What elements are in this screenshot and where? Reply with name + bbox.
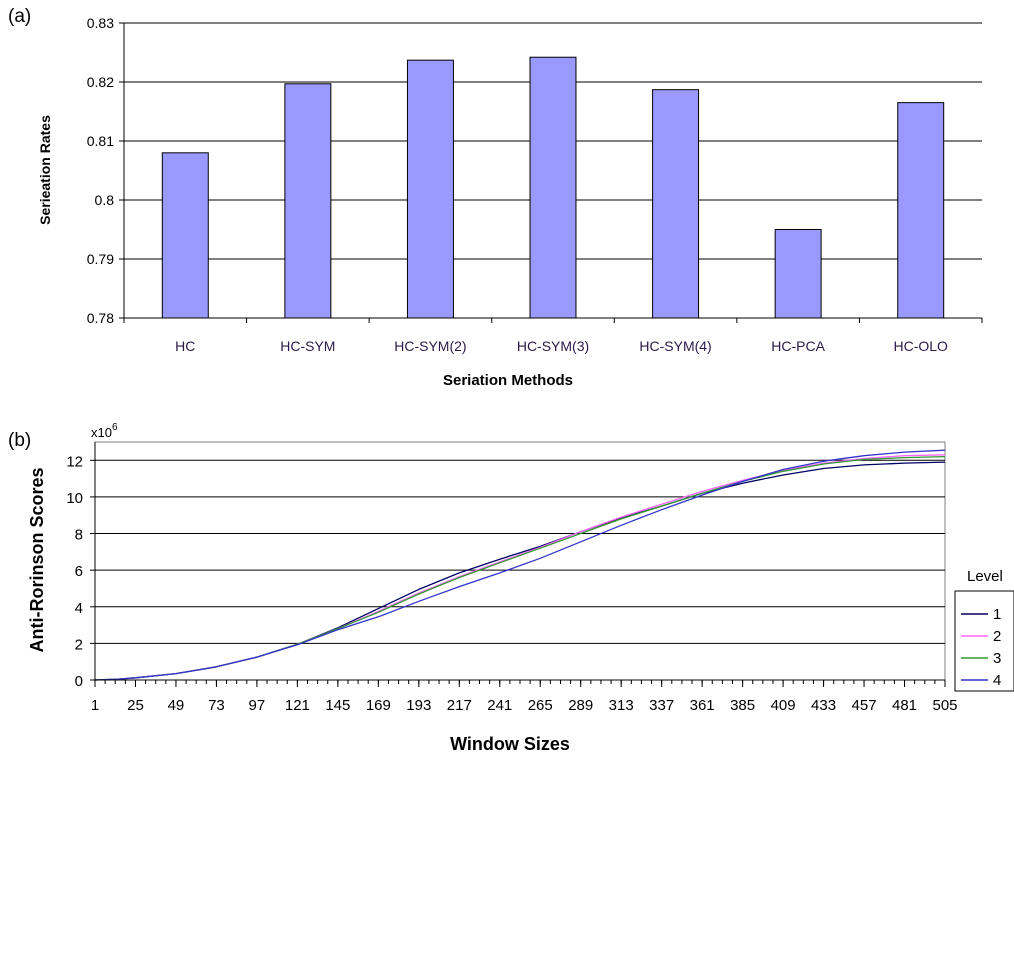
line-x-tick-label: 97 [249, 697, 266, 714]
line-x-tick-label: 25 [127, 697, 144, 714]
line-x-tick-label: 265 [528, 697, 553, 714]
legend: Level 1 2 3 4 [955, 568, 1014, 691]
bar [775, 230, 821, 319]
bar [898, 103, 944, 318]
line-y-axis-title: Anti-Rorinson Scores [27, 467, 47, 652]
line-x-tick-label: 145 [325, 697, 350, 714]
bar-y-tick-label: 0.79 [87, 251, 114, 267]
bar-chart-panel: (a) 0.78 0.79 0.8 0.81 0.82 0.83 HC HC-SYM HC-S… [8, 6, 982, 389]
line-x-tick-label: 241 [487, 697, 512, 714]
bar-category-label: HC-SYM [280, 338, 335, 354]
line-x-minor-ticks [95, 680, 945, 684]
line-x-tick-label: 433 [811, 697, 836, 714]
legend-box [955, 591, 1014, 691]
bar [285, 84, 331, 318]
scale-multiplier-exponent: 6 [112, 422, 118, 433]
bar [407, 60, 453, 318]
bar-category-label: HC-SYM(3) [517, 338, 589, 354]
scale-multiplier-base: x10 [91, 425, 112, 440]
line-x-tick-label: 505 [932, 697, 957, 714]
bar-category-label: HC [175, 338, 195, 354]
line-y-tick-labels: 0 2 4 6 8 10 12 [66, 453, 83, 690]
line-x-tick-label: 73 [208, 697, 225, 714]
bar-category-label: HC-SYM(4) [639, 338, 711, 354]
line-y-tick-label: 10 [66, 490, 83, 507]
line-x-tick-label: 289 [568, 697, 593, 714]
line-x-tick-label: 409 [771, 697, 796, 714]
bar-y-tick-label: 0.81 [87, 133, 114, 149]
bar-y-tick-label: 0.8 [95, 192, 115, 208]
bar [530, 57, 576, 318]
bar-y-tick-label: 0.78 [87, 310, 114, 326]
legend-label-1: 1 [993, 606, 1001, 623]
bar [162, 153, 208, 318]
bar-y-tick-labels: 0.78 0.79 0.8 0.81 0.82 0.83 [87, 15, 114, 326]
line-x-tick-label: 481 [892, 697, 917, 714]
line-x-tick-labels: 1 25 49 73 97 121 145 169 193 217 241 265 289 313 337 3… [91, 680, 958, 714]
line-x-tick-label: 217 [447, 697, 472, 714]
line-x-tick-label: 337 [649, 697, 674, 714]
bar-x-tick-labels: HC HC-SYM HC-SYM(2) HC-SYM(3) HC-SYM(4) HC-PC… [124, 318, 982, 354]
bar-x-axis-title: Seriation Methods [443, 372, 573, 389]
panel-a-label: (a) [8, 6, 31, 27]
panel-b-label: (b) [8, 430, 31, 451]
line-x-axis-title: Window Sizes [450, 734, 570, 754]
line-y-tick-label: 6 [75, 563, 83, 580]
line-x-tick-label: 385 [730, 697, 755, 714]
line-x-tick-label: 49 [168, 697, 185, 714]
line-y-tick-label: 2 [75, 636, 83, 653]
bar-category-label: HC-OLO [893, 338, 948, 354]
bar-y-tick-label: 0.82 [87, 74, 114, 90]
line-x-tick-label: 313 [609, 697, 634, 714]
line-y-tick-label: 4 [75, 600, 83, 617]
bar-y-axis-title: Serieation Rates [37, 115, 53, 225]
line-y-tick-label: 0 [75, 673, 83, 690]
line-x-tick-label: 361 [690, 697, 715, 714]
line-x-tick-label: 169 [366, 697, 391, 714]
line-x-tick-label: 1 [91, 697, 99, 714]
legend-label-2: 2 [993, 628, 1001, 645]
legend-label-4: 4 [993, 672, 1001, 689]
bar [653, 90, 699, 318]
bar-category-label: HC-SYM(2) [394, 338, 466, 354]
bar-y-tick-label: 0.83 [87, 15, 114, 31]
legend-label-3: 3 [993, 650, 1001, 667]
line-y-tick-label: 8 [75, 527, 83, 544]
legend-title: Level [967, 568, 1003, 585]
line-x-tick-label: 193 [406, 697, 431, 714]
line-y-tick-label: 12 [66, 453, 83, 470]
line-x-tick-label: 457 [852, 697, 877, 714]
line-plot-area [95, 442, 945, 680]
scale-multiplier: x106 [91, 422, 118, 440]
line-x-tick-label: 121 [285, 697, 310, 714]
bar-category-label: HC-PCA [771, 338, 825, 354]
